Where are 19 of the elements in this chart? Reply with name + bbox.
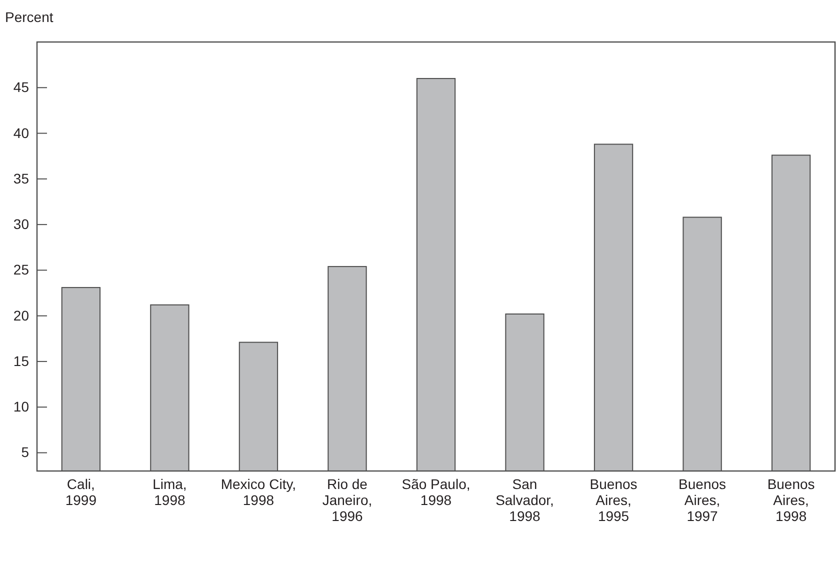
x-tick-label: Cali, 1999: [65, 476, 97, 508]
x-tick-label: Buenos Aires, 1995: [590, 476, 638, 524]
x-tick-label: Mexico City, 1998: [220, 476, 296, 508]
y-tick-label: 40: [13, 124, 30, 141]
x-tick-label: Rio de Janeiro, 1996: [322, 476, 372, 524]
x-tick-label: San Salvador, 1998: [496, 476, 554, 524]
y-tick-label: 45: [13, 79, 30, 96]
y-tick-label: 10: [13, 398, 30, 415]
x-tick-label: São Paulo, 1998: [402, 476, 470, 508]
y-tick-label: 5: [21, 444, 30, 460]
x-tick-label: Lima, 1998: [152, 476, 187, 508]
x-tick-label: Buenos Aires, 1997: [678, 476, 726, 524]
y-axis-title: Percent: [5, 9, 54, 25]
y-tick-label: 35: [13, 170, 30, 186]
y-tick-label: 20: [13, 307, 30, 324]
y-tick-label: 25: [13, 262, 30, 278]
y-tick-label: 30: [13, 216, 30, 232]
x-tick-label: Buenos Aires, 1998: [767, 476, 815, 524]
y-tick-label: 15: [13, 352, 30, 369]
